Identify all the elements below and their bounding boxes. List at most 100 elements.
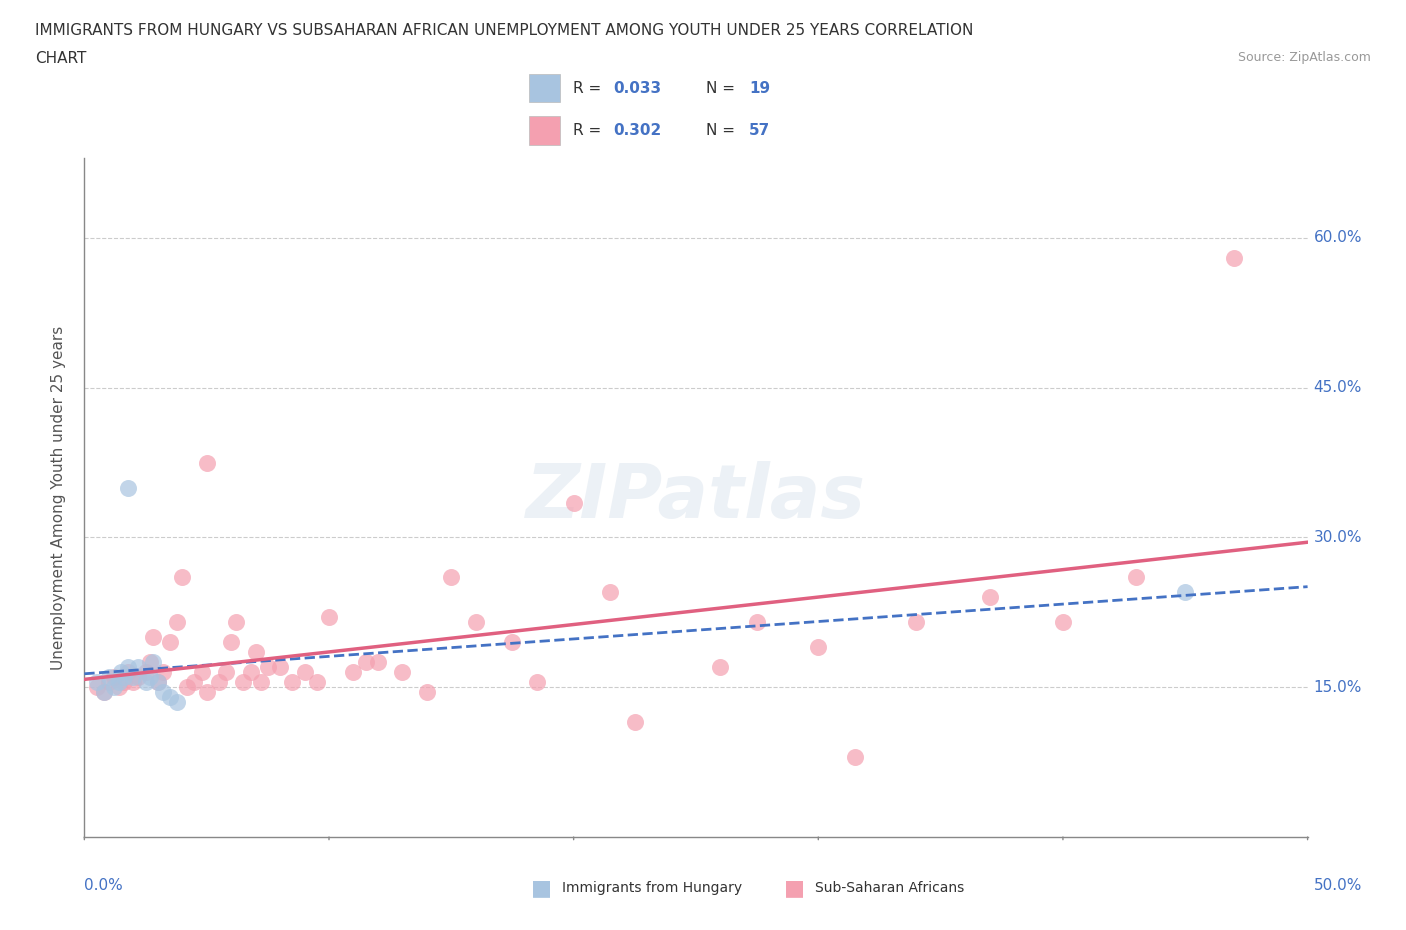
Point [1125, 570, 1147, 585]
Text: Source: ZipAtlas.com: Source: ZipAtlas.com [1237, 51, 1371, 64]
Text: R =: R = [572, 81, 606, 96]
Point [844, 750, 866, 764]
Point [166, 615, 188, 630]
Point [747, 615, 769, 630]
Point [127, 660, 149, 675]
Point [176, 680, 198, 695]
Text: ■: ■ [531, 878, 551, 898]
Text: 30.0%: 30.0% [1313, 530, 1362, 545]
Point [599, 585, 621, 600]
Point [166, 695, 188, 710]
Point [624, 715, 647, 730]
Point [139, 655, 162, 670]
Point [219, 635, 242, 650]
Bar [530, 74, 561, 102]
Text: 45.0%: 45.0% [1313, 380, 1362, 395]
Point [86, 680, 108, 695]
Point [562, 495, 585, 510]
Point [232, 675, 254, 690]
Point [135, 665, 157, 680]
Text: Sub-Saharan Africans: Sub-Saharan Africans [815, 881, 965, 896]
Point [318, 610, 340, 625]
Point [342, 665, 364, 680]
Point [112, 670, 135, 684]
Point [107, 680, 129, 695]
Point [208, 675, 231, 690]
Point [354, 655, 377, 670]
Text: 15.0%: 15.0% [1313, 680, 1362, 695]
Point [117, 660, 139, 675]
Point [112, 675, 135, 690]
Text: ZIPatlas: ZIPatlas [526, 461, 866, 534]
Point [225, 615, 247, 630]
Point [159, 690, 181, 705]
Point [195, 455, 218, 470]
Point [807, 640, 830, 655]
Point [103, 680, 125, 695]
Point [367, 655, 389, 670]
Point [152, 684, 174, 699]
Text: 50.0%: 50.0% [1313, 878, 1362, 893]
Point [127, 670, 149, 684]
Point [1174, 585, 1197, 600]
Point [249, 675, 271, 690]
Point [294, 665, 316, 680]
Point [1052, 615, 1074, 630]
Point [239, 665, 262, 680]
Point [416, 684, 439, 699]
Point [135, 675, 157, 690]
Point [281, 675, 304, 690]
Point [159, 635, 181, 650]
Point [709, 660, 731, 675]
Bar [530, 116, 561, 145]
Point [979, 590, 1001, 604]
Point [146, 675, 169, 690]
Point [391, 665, 413, 680]
Point [117, 480, 139, 495]
Text: ■: ■ [785, 878, 804, 898]
Point [905, 615, 928, 630]
Text: R =: R = [572, 123, 606, 138]
Point [172, 570, 194, 585]
Point [86, 675, 108, 690]
Point [440, 570, 463, 585]
Text: 57: 57 [749, 123, 770, 138]
Text: 0.302: 0.302 [613, 123, 661, 138]
Point [93, 684, 115, 699]
Point [142, 655, 165, 670]
Text: IMMIGRANTS FROM HUNGARY VS SUBSAHARAN AFRICAN UNEMPLOYMENT AMONG YOUTH UNDER 25 : IMMIGRANTS FROM HUNGARY VS SUBSAHARAN AF… [35, 23, 973, 38]
Point [501, 635, 523, 650]
Point [139, 670, 162, 684]
Point [97, 675, 120, 690]
Point [146, 675, 169, 690]
Text: N =: N = [706, 81, 740, 96]
Point [107, 675, 129, 690]
Text: 0.033: 0.033 [613, 81, 661, 96]
Text: N =: N = [706, 123, 740, 138]
Point [464, 615, 486, 630]
Point [1223, 250, 1246, 265]
Text: CHART: CHART [35, 51, 87, 66]
Point [110, 665, 132, 680]
Text: 0.0%: 0.0% [84, 878, 124, 893]
Point [93, 684, 115, 699]
Point [183, 675, 205, 690]
Point [195, 684, 218, 699]
Point [215, 665, 238, 680]
Point [257, 660, 280, 675]
Y-axis label: Unemployment Among Youth under 25 years: Unemployment Among Youth under 25 years [51, 326, 66, 670]
Point [305, 675, 328, 690]
Point [269, 660, 291, 675]
Point [117, 665, 139, 680]
Point [526, 675, 548, 690]
Point [245, 644, 267, 659]
Text: Immigrants from Hungary: Immigrants from Hungary [562, 881, 742, 896]
Point [122, 670, 145, 684]
Point [152, 665, 174, 680]
Text: 19: 19 [749, 81, 770, 96]
Text: 60.0%: 60.0% [1313, 231, 1362, 246]
Point [122, 675, 145, 690]
Point [142, 630, 165, 644]
Point [191, 665, 214, 680]
Point [103, 670, 125, 684]
